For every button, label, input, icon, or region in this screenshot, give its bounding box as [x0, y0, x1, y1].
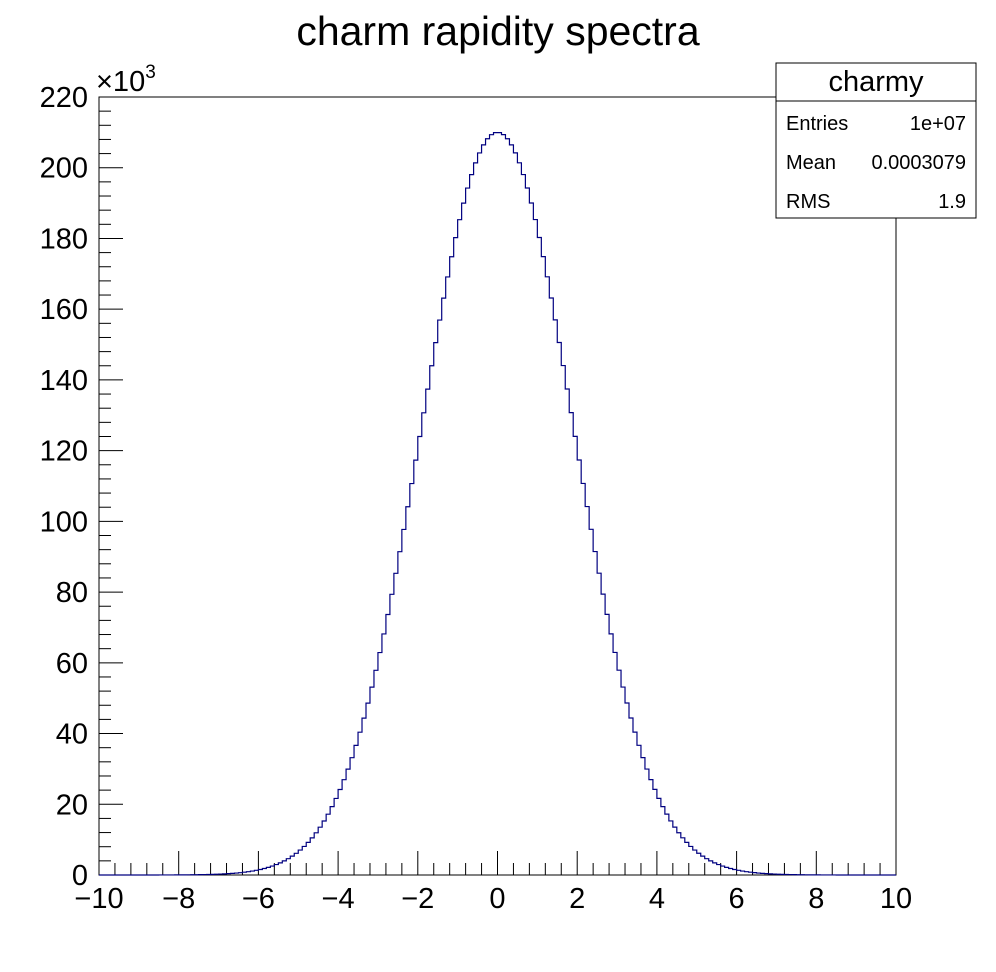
- y-tick-label: 140: [40, 365, 88, 397]
- x-tick-label: −2: [401, 883, 434, 915]
- y-tick-label: 220: [40, 82, 88, 114]
- x-tick-label: −10: [74, 883, 123, 915]
- stats-rms-value: 1.9: [938, 191, 966, 213]
- y-tick-label: 60: [56, 648, 88, 680]
- y-tick-label: 80: [56, 577, 88, 609]
- stats-box-title: charmy: [828, 66, 924, 98]
- y-tick-label: 180: [40, 223, 88, 255]
- x-axis-labels: −10 −8 −6 −4 −2 0 2 4 6 8 10: [74, 883, 912, 915]
- x-tick-label: 10: [880, 883, 912, 915]
- histogram-line: [99, 132, 896, 876]
- x-tick-label: −6: [242, 883, 275, 915]
- chart-title: charm rapidity spectra: [296, 8, 700, 54]
- y-axis-labels: 0 20 40 60 80 100 120 140 160 180 200 220: [40, 82, 88, 892]
- x-tick-label: 2: [569, 883, 585, 915]
- stats-box: charmy Entries 1e+07 Mean 0.0003079 RMS …: [775, 62, 977, 219]
- y-tick-label: 40: [56, 719, 88, 751]
- x-tick-label: −8: [162, 883, 195, 915]
- stats-entries-label: Entries: [786, 113, 848, 135]
- y-tick-label: 120: [40, 436, 88, 468]
- x-tick-label: 0: [489, 883, 505, 915]
- stats-box-frame: [775, 62, 977, 219]
- stats-mean-value: 0.0003079: [871, 152, 966, 174]
- y-axis-exponent: ×103: [96, 62, 156, 98]
- y-axis-exponent-base: ×10: [96, 66, 145, 98]
- x-tick-label: 8: [808, 883, 824, 915]
- y-tick-label: 20: [56, 789, 88, 821]
- y-tick-label: 100: [40, 506, 88, 538]
- y-tick-label: 160: [40, 294, 88, 326]
- x-tick-label: 4: [649, 883, 665, 915]
- axis-ticks: [98, 96, 897, 876]
- stats-rms-label: RMS: [786, 191, 830, 213]
- stats-entries-value: 1e+07: [910, 113, 966, 135]
- y-tick-label: 200: [40, 153, 88, 185]
- stats-mean-label: Mean: [786, 152, 836, 174]
- y-tick-label: 0: [72, 860, 88, 892]
- y-axis-exponent-power: 3: [145, 62, 156, 83]
- x-tick-label: 6: [729, 883, 745, 915]
- x-tick-label: −4: [322, 883, 355, 915]
